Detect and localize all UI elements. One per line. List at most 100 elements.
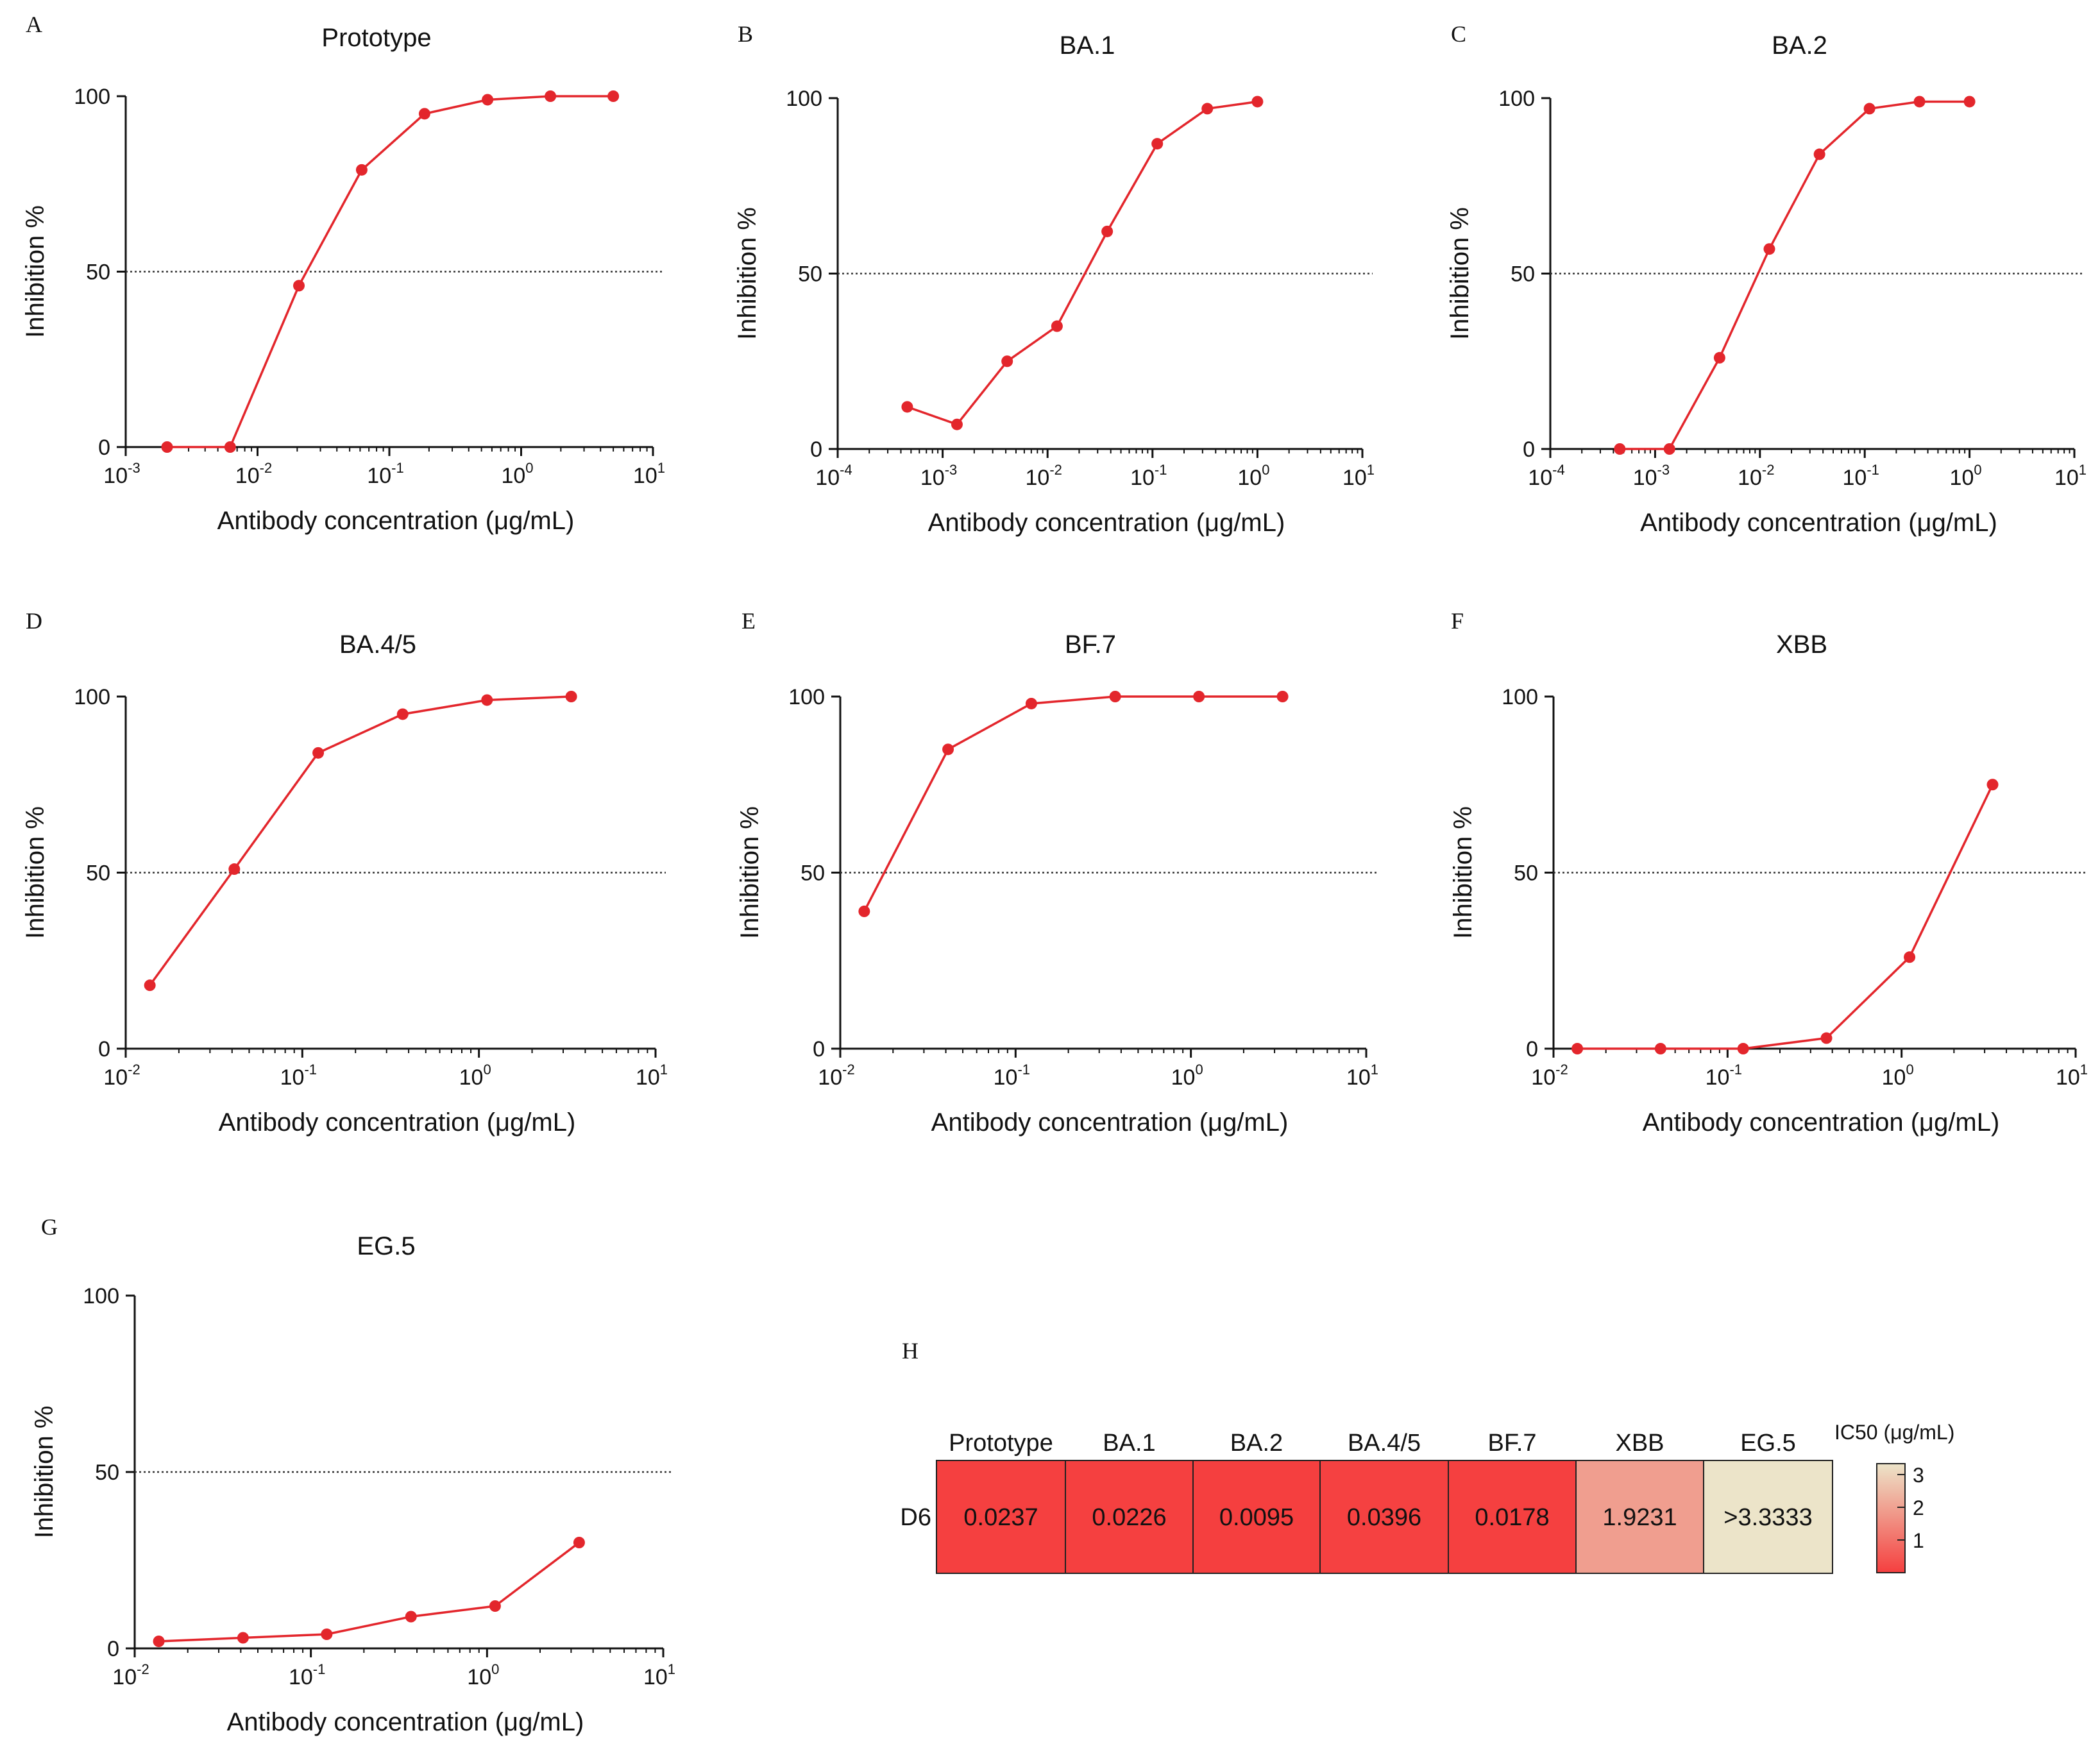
- data-point: [1101, 225, 1114, 237]
- x-axis-label: Antibody concentration (μg/mL): [931, 1108, 1289, 1137]
- heatmap-cell-value: >3.3333: [1723, 1504, 1812, 1531]
- panel-letter: E: [741, 608, 756, 634]
- x-tick-base: 10: [467, 1665, 491, 1689]
- x-tick-base: 10: [289, 1665, 313, 1689]
- y-axis-label: Inhibition %: [1449, 806, 1477, 939]
- series-line: [1577, 784, 1994, 1050]
- x-tick-base: 10: [501, 464, 525, 488]
- x-tick-exponent: -1: [1017, 1062, 1030, 1078]
- x-tick-exponent: 1: [2079, 462, 2087, 478]
- x-tick-base: 10: [815, 466, 840, 490]
- x-tick-exponent: -1: [1155, 462, 1167, 478]
- data-point: [1614, 443, 1626, 455]
- x-tick-label: 10-2: [112, 1661, 149, 1689]
- chart-panel-h: H Prototype BA.1 BA.2 BA.4/5 BF.7 XBB EG.5 D6 0.0…: [900, 1338, 1954, 1574]
- x-tick-exponent: 1: [1367, 462, 1375, 478]
- x-tick-label: 10-2: [818, 1062, 854, 1090]
- x-tick-base: 10: [636, 1065, 660, 1090]
- x-tick-exponent: 0: [1195, 1062, 1203, 1078]
- data-point: [396, 708, 409, 720]
- x-tick-base: 10: [1706, 1065, 1730, 1090]
- data-point: [489, 1600, 501, 1612]
- x-tick-exponent: 0: [1974, 462, 1981, 478]
- x-tick-exponent: 0: [525, 460, 533, 476]
- x-tick-base: 10: [1531, 1065, 1555, 1090]
- data-point: [482, 94, 494, 106]
- x-tick-label: 100: [1237, 462, 1269, 490]
- y-tick-label: 100: [1502, 685, 1538, 709]
- chart-title: BA.2: [1772, 31, 1827, 60]
- x-tick-base: 10: [280, 1065, 305, 1090]
- x-tick-exponent: -2: [842, 1062, 855, 1078]
- x-tick-exponent: -2: [1049, 462, 1062, 478]
- data-point: [1193, 691, 1205, 702]
- x-tick-exponent: -2: [1555, 1062, 1568, 1078]
- x-tick-label: 10-3: [920, 462, 957, 490]
- panel-letter: A: [26, 12, 42, 37]
- x-tick-base: 10: [818, 1065, 842, 1090]
- x-tick-exponent: -1: [1867, 462, 1879, 478]
- heatmap-cell-value: 1.9231: [1602, 1504, 1677, 1531]
- x-tick-base: 10: [103, 1065, 128, 1090]
- x-tick-base: 10: [1237, 466, 1262, 490]
- x-tick-base: 10: [920, 466, 945, 490]
- series-line: [863, 695, 1283, 912]
- data-point: [144, 979, 156, 992]
- heatmap-cell-value: 0.0396: [1347, 1504, 1421, 1531]
- x-tick-exponent: 1: [660, 1062, 668, 1078]
- x-tick-base: 10: [1843, 466, 1867, 490]
- series-line: [149, 695, 572, 986]
- y-tick-label: 100: [83, 1284, 119, 1308]
- heatmap-cell: [1575, 1460, 1704, 1574]
- data-point: [1251, 96, 1264, 108]
- y-tick-label: 100: [786, 87, 822, 111]
- y-axis-label: Inhibition %: [30, 1406, 58, 1539]
- x-tick-label: 100: [1882, 1062, 1914, 1090]
- x-tick-label: 10-2: [103, 1062, 140, 1090]
- x-tick-label: 100: [467, 1661, 499, 1689]
- x-tick-base: 10: [1171, 1065, 1196, 1090]
- panel-letter: F: [1451, 608, 1464, 634]
- data-point: [1820, 1032, 1833, 1044]
- colorbar-tick-label: 2: [1913, 1496, 1924, 1519]
- x-tick-label: 101: [633, 460, 665, 488]
- data-point: [237, 1632, 249, 1644]
- data-point: [1904, 951, 1916, 963]
- data-point: [573, 1537, 585, 1548]
- x-tick-label: 10-4: [815, 462, 852, 490]
- x-axis-label: Antibody concentration (μg/mL): [217, 507, 575, 535]
- data-point: [355, 164, 368, 176]
- x-tick-label: 10-1: [1130, 462, 1167, 490]
- heatmap-cell-value: 0.0095: [1219, 1504, 1294, 1531]
- data-point: [321, 1628, 333, 1640]
- x-tick-label: 10-1: [1843, 462, 1879, 490]
- data-point: [545, 90, 557, 102]
- x-tick-base: 10: [1026, 466, 1050, 490]
- data-point: [481, 694, 493, 706]
- heatmap-cell: [1703, 1460, 1833, 1574]
- chart-title: EG.5: [357, 1232, 415, 1260]
- data-point: [1737, 1043, 1749, 1054]
- data-point: [1913, 96, 1926, 108]
- y-tick-label: 0: [98, 436, 110, 460]
- heatmap-column-header: BA.4/5: [1348, 1430, 1421, 1457]
- x-tick-base: 10: [1950, 466, 1974, 490]
- x-tick-exponent: -1: [1729, 1062, 1742, 1078]
- series-line: [167, 95, 614, 448]
- x-tick-exponent: -2: [128, 1062, 140, 1078]
- x-tick-base: 10: [103, 464, 128, 488]
- x-tick-label: 10-2: [235, 460, 272, 488]
- series-line: [906, 100, 1258, 426]
- colorbar-tick-label: 3: [1913, 1464, 1924, 1487]
- heatmap-cell-value: 0.0226: [1092, 1504, 1166, 1531]
- y-tick-label: 50: [800, 861, 825, 886]
- y-tick-label: 0: [107, 1637, 119, 1661]
- data-point: [607, 90, 620, 102]
- y-axis-label: Inhibition %: [21, 806, 49, 939]
- x-tick-label: 10-2: [1026, 462, 1062, 490]
